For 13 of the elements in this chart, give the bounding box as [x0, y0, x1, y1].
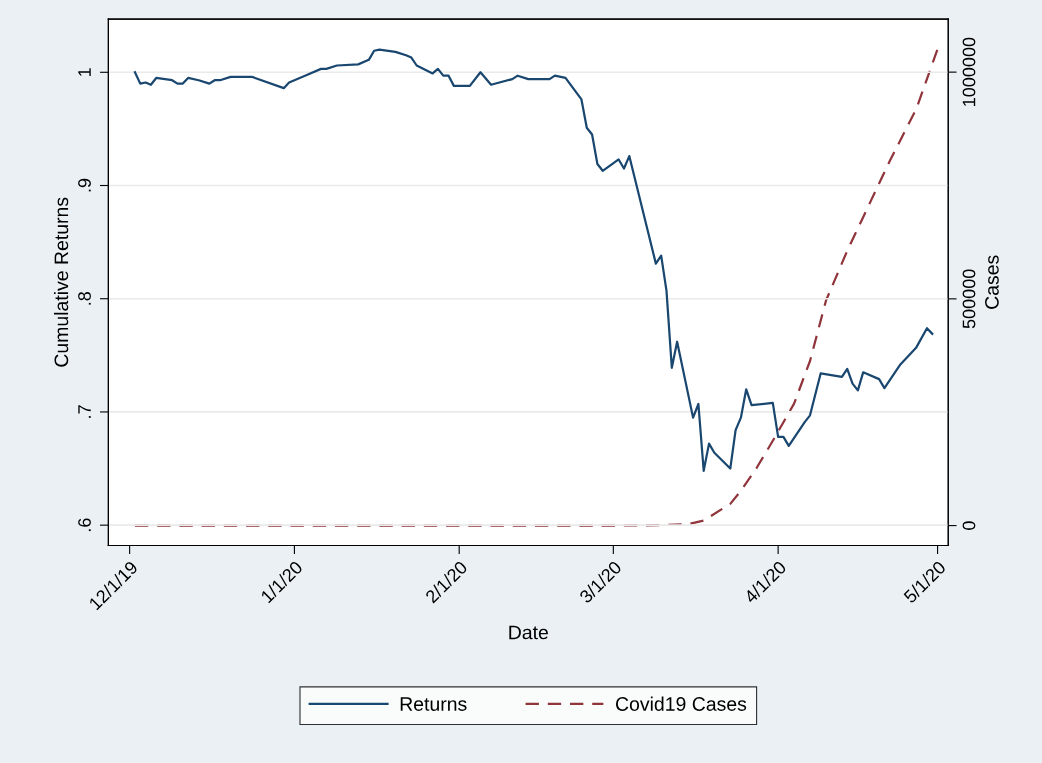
y2-tick-label: 1000000 [962, 37, 976, 106]
y-tick-label: .7 [78, 405, 91, 418]
y-axis-title: Cumulative Returns [53, 197, 69, 367]
y-tick-label: .9 [78, 178, 91, 192]
y-tick-label: .8 [78, 291, 91, 305]
legend-label: Returns [400, 697, 467, 711]
y2-tick-label: 0 [962, 521, 976, 530]
y-tick-label: 1 [78, 68, 91, 76]
y2-axis-title: Cases [985, 255, 999, 309]
y-tick-label: .6 [78, 518, 91, 532]
y2-tick-label: 500000 [962, 269, 976, 329]
x-axis-title: Date [509, 625, 548, 640]
legend-label: Covid19 Cases [616, 696, 747, 711]
